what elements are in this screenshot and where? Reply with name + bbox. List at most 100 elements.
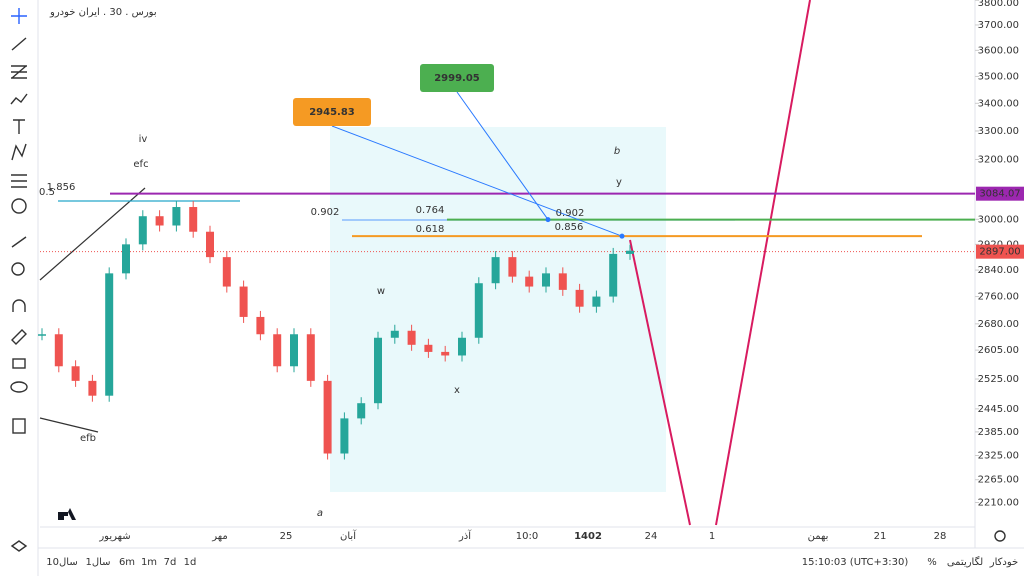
candle [340, 418, 349, 454]
settings[interactable] [994, 530, 1006, 542]
candle [206, 231, 214, 258]
candle [407, 330, 416, 345]
price-tick-label: 2210.00 [978, 498, 1019, 509]
callout-leader [456, 91, 549, 220]
candle [290, 334, 298, 367]
price-tick-label: 3200.00 [978, 154, 1019, 165]
candle [626, 250, 634, 254]
candle [558, 273, 567, 290]
range-button[interactable]: 1d [184, 557, 197, 568]
time-label: 24 [645, 531, 658, 542]
trend-line [39, 187, 146, 281]
range-box [330, 127, 666, 492]
lock-draw-tool[interactable] [11, 329, 27, 345]
annotation: 0.5 [39, 187, 55, 198]
crosshair-tool[interactable] [11, 8, 27, 24]
layers-tool[interactable] [10, 540, 28, 552]
range-button[interactable]: 1سال [85, 557, 110, 568]
annotation: w [377, 286, 385, 297]
callout-label: 2945.83 [309, 107, 355, 118]
ruler-tool[interactable] [11, 236, 27, 248]
candle [122, 244, 130, 274]
trend-line [39, 417, 99, 433]
time-label: 21 [874, 531, 887, 542]
wave-tool[interactable] [11, 143, 27, 161]
price-tick-label: 3600.00 [978, 45, 1019, 56]
range-button[interactable]: 1m [141, 557, 157, 568]
fib-tool[interactable] [11, 65, 27, 79]
candle [323, 380, 332, 454]
price-tick-label: 2525.00 [978, 374, 1019, 385]
annotation: efb [80, 433, 96, 444]
magnet-tool[interactable] [12, 299, 26, 312]
price-tick-label: 2760.00 [978, 292, 1019, 303]
time-label: 25 [280, 531, 293, 542]
callout-box [420, 64, 494, 92]
candle [441, 351, 450, 356]
time-label: 10:0 [516, 531, 538, 542]
text-tool[interactable] [13, 119, 25, 134]
candle [88, 380, 97, 396]
forecast-tool[interactable] [11, 174, 27, 188]
candle [458, 337, 466, 356]
status-percent[interactable]: % [927, 557, 937, 568]
callout-label: 2999.05 [434, 73, 480, 84]
time-label: 28 [934, 531, 947, 542]
toolbar [10, 8, 1006, 552]
candle [71, 366, 80, 381]
price-tick-label: 2680.00 [978, 319, 1019, 330]
callout-box [293, 98, 371, 126]
candle [239, 286, 248, 317]
visibility-tool[interactable] [10, 381, 28, 393]
line-tool[interactable] [11, 37, 27, 51]
price-tick-label: 3000.00 [978, 214, 1019, 225]
zoom-tool[interactable] [11, 262, 25, 276]
annotation: a [317, 508, 323, 519]
annotation: b [614, 146, 620, 157]
projection-line [629, 239, 691, 526]
candle [374, 337, 382, 404]
emoji-tool[interactable] [11, 198, 27, 214]
range-button[interactable]: 7d [164, 557, 177, 568]
annotation: 0.856 [555, 222, 584, 233]
price-tick-label: 3700.00 [978, 20, 1019, 31]
price-label: 3084.07 [979, 189, 1020, 200]
symbol-title: بورس . 30 . ایران خودرو [49, 7, 157, 18]
price-label: 2897.00 [979, 247, 1020, 258]
price-tick-label: 2385.00 [978, 427, 1019, 438]
annotation: x [454, 385, 460, 396]
delete-tool[interactable] [12, 418, 26, 434]
pattern-tool[interactable] [10, 93, 28, 105]
time-label: 1402 [574, 531, 602, 542]
candle [38, 334, 46, 336]
candle [138, 216, 147, 245]
candle [508, 257, 517, 277]
status-auto[interactable]: خودکار [989, 557, 1018, 568]
range-button[interactable]: 10سال [46, 557, 77, 568]
time-label: بهمن [808, 531, 829, 542]
annotation: iv [139, 134, 148, 145]
projection-line [715, 0, 811, 526]
annotation: 1.856 [47, 182, 76, 193]
candle [575, 289, 584, 307]
candle [491, 257, 500, 284]
candle [390, 330, 399, 338]
lock-tool[interactable] [12, 358, 26, 369]
annotation: 0.902 [556, 208, 585, 219]
candle [306, 334, 315, 381]
range-button[interactable]: 6m [119, 557, 135, 568]
status-log[interactable]: لگاریتمی [947, 556, 983, 568]
candle [273, 334, 282, 367]
candle [189, 207, 198, 232]
time-label: مهر [211, 531, 227, 542]
candle [105, 273, 114, 396]
price-tick-label: 2840.00 [978, 265, 1019, 276]
candle [525, 276, 534, 287]
time-label: آبان [340, 529, 357, 542]
price-tick-label: 3500.00 [978, 71, 1019, 82]
logo [58, 508, 76, 520]
callout-point [545, 217, 551, 223]
callout-point [619, 233, 625, 239]
candle [357, 403, 366, 419]
